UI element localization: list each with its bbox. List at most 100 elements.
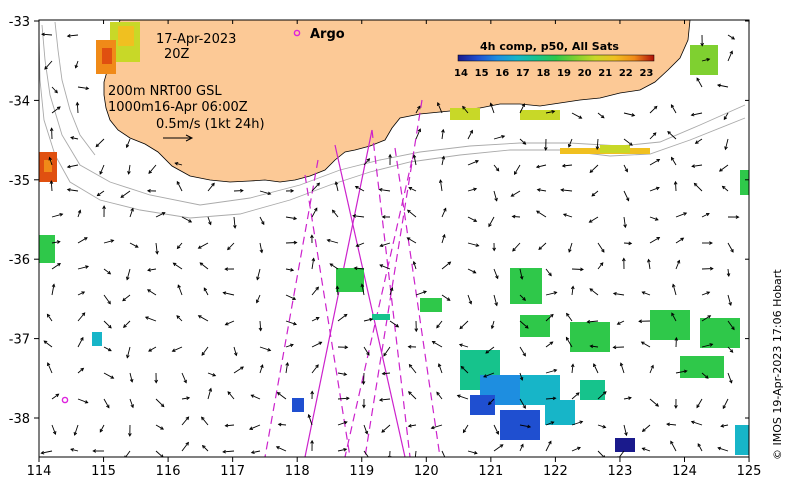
velocity-arrowhead [240, 366, 244, 370]
velocity-vector [587, 320, 599, 323]
velocity-arrowhead [258, 327, 263, 332]
x-tick-label: 116 [156, 464, 181, 479]
y-tick-label: -33 [9, 15, 30, 30]
velocity-vector [407, 237, 417, 244]
velocity-vector [382, 372, 391, 375]
velocity-arrowhead [697, 443, 701, 447]
velocity-arrowhead [706, 57, 711, 62]
velocity-arrowhead [729, 379, 733, 384]
y-axis: -33 -34 -35 -36 -37 -38 [9, 15, 749, 427]
velocity-arrowhead [414, 328, 419, 333]
velocity-vector [722, 398, 729, 409]
velocity-vector [545, 110, 555, 114]
velocity-vector [285, 344, 294, 348]
velocity-vector [67, 164, 79, 168]
velocity-vector [519, 320, 529, 329]
velocity-vector [207, 388, 212, 400]
x-tick-label: 120 [414, 464, 439, 479]
velocity-arrowhead [85, 86, 90, 91]
y-tick-label: -34 [9, 94, 30, 109]
velocity-arrowhead [48, 156, 53, 161]
velocity-arrowhead [735, 215, 740, 219]
velocity-arrowhead [628, 396, 632, 400]
velocity-arrowhead [56, 106, 61, 110]
colorbar-title: 4h comp, p50, All Sats [480, 40, 619, 53]
velocity-arrowhead [650, 364, 654, 369]
velocity-arrowhead [691, 164, 696, 168]
velocity-arrowhead [625, 197, 630, 202]
velocity-arrowhead [473, 218, 478, 222]
velocity-arrowhead [441, 128, 445, 133]
velocity-vector [249, 424, 261, 430]
velocity-arrowhead [147, 268, 151, 272]
velocity-arrowhead [406, 209, 411, 214]
velocity-arrowhead [693, 182, 698, 187]
velocity-arrowhead [593, 363, 597, 368]
velocity-arrowhead [315, 286, 320, 291]
velocity-vector [467, 294, 472, 304]
velocity-arrowhead [80, 336, 84, 341]
velocity-vector [103, 320, 112, 329]
velocity-arrowhead [110, 375, 115, 379]
velocity-arrowhead [360, 283, 365, 288]
velocity-vector [727, 34, 735, 40]
velocity-vector [337, 372, 347, 376]
velocity-arrowhead [468, 300, 473, 305]
velocity-vector [47, 362, 53, 374]
velocity-vector [233, 346, 237, 356]
velocity-arrowhead [176, 315, 181, 319]
velocity-arrowhead [208, 221, 212, 226]
velocity-vector [353, 215, 365, 218]
velocity-arrowhead [472, 270, 477, 274]
info-line-1: 200m NRT00 GSL [108, 84, 222, 99]
velocity-arrowhead [326, 238, 331, 243]
velocity-vector [356, 242, 365, 247]
velocity-arrowhead [66, 188, 71, 192]
velocity-arrowhead [487, 401, 492, 406]
velocity-vector [51, 86, 58, 94]
velocity-arrowhead [106, 404, 110, 409]
velocity-arrowhead [731, 326, 735, 331]
velocity-vector [126, 346, 131, 358]
velocity-vector [99, 164, 105, 175]
velocity-arrowhead [460, 365, 465, 370]
velocity-arrowhead [256, 276, 260, 281]
velocity-vector [285, 216, 297, 220]
velocity-arrowhead [177, 284, 181, 289]
velocity-vector [76, 102, 79, 114]
velocity-arrowhead [653, 105, 658, 110]
velocity-arrowhead [549, 341, 554, 345]
velocity-arrowhead [212, 373, 217, 377]
velocity-vector [649, 106, 658, 114]
velocity-arrowhead [148, 348, 152, 352]
velocity-vector [545, 397, 556, 400]
velocity-arrowhead [550, 421, 555, 425]
velocity-vector [463, 424, 469, 433]
velocity-vector [256, 268, 261, 280]
velocity-vector [126, 138, 131, 148]
velocity-vector [701, 343, 713, 348]
velocity-arrowhead [310, 390, 314, 395]
velocity-vector [256, 294, 261, 303]
velocity-arrowhead [459, 325, 464, 330]
velocity-arrowhead [369, 317, 374, 322]
velocity-arrowhead [224, 267, 229, 271]
velocity-arrowhead [722, 405, 726, 410]
velocity-vector [311, 258, 315, 270]
velocity-vector [467, 160, 479, 166]
velocity-arrowhead [378, 398, 383, 402]
velocity-vector [227, 391, 235, 400]
velocity-arrowhead [122, 297, 126, 302]
velocity-vector [467, 130, 473, 140]
velocity-arrowhead [601, 248, 605, 253]
velocity-vector [77, 337, 84, 348]
velocity-arrowhead [490, 325, 495, 330]
velocity-arrowhead [318, 341, 323, 345]
velocity-arrowhead [671, 312, 675, 317]
velocity-arrowhead [310, 234, 314, 239]
x-tick-label: 119 [349, 464, 374, 479]
velocity-arrowhead [315, 364, 319, 368]
velocity-vector [675, 260, 680, 270]
velocity-vector [623, 190, 630, 201]
velocity-vector [407, 209, 417, 218]
